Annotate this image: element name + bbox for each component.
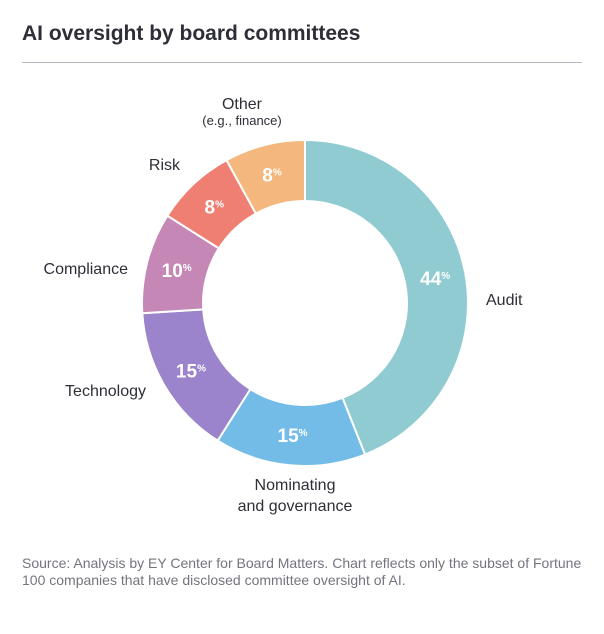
slice-value-risk: 8% <box>205 197 225 218</box>
svg-text:Other: Other <box>222 96 263 113</box>
slice-value-compliance: 10% <box>162 261 192 282</box>
chart-title: AI oversight by board committees <box>22 22 361 45</box>
slice-value-nominating-and-governance: 15% <box>278 426 308 447</box>
slice-other-e-g-finance <box>225 138 306 215</box>
category-label-nominating-and-governance: Nominating and governance <box>238 477 353 515</box>
svg-text:and governance: and governance <box>238 498 353 515</box>
svg-text:Compliance: Compliance <box>44 261 129 278</box>
category-label-compliance: Compliance <box>44 261 129 278</box>
svg-text:Risk: Risk <box>149 157 181 174</box>
donut-chart: 44% Audit 15% Nominating and governance 15% Te… <box>44 96 524 515</box>
slice-value-other-e-g-finance: 8% <box>262 166 282 187</box>
svg-text:Technology: Technology <box>65 383 146 400</box>
category-label-risk: Risk <box>149 157 181 174</box>
slice-audit <box>304 138 469 456</box>
category-label-technology: Technology <box>65 383 146 400</box>
svg-text:(e.g., finance): (e.g., finance) <box>202 113 282 128</box>
title-divider <box>22 62 582 63</box>
svg-text:Nominating: Nominating <box>255 477 336 494</box>
svg-text:Audit: Audit <box>486 292 523 309</box>
category-label-audit: Audit <box>486 292 523 309</box>
slice-value-technology: 15% <box>176 361 206 382</box>
source-note: Source: Analysis by EY Center for Board … <box>22 555 582 588</box>
slice-value-audit: 44% <box>420 269 450 290</box>
category-label-other-e-g-finance: Other(e.g., finance) <box>202 96 282 128</box>
